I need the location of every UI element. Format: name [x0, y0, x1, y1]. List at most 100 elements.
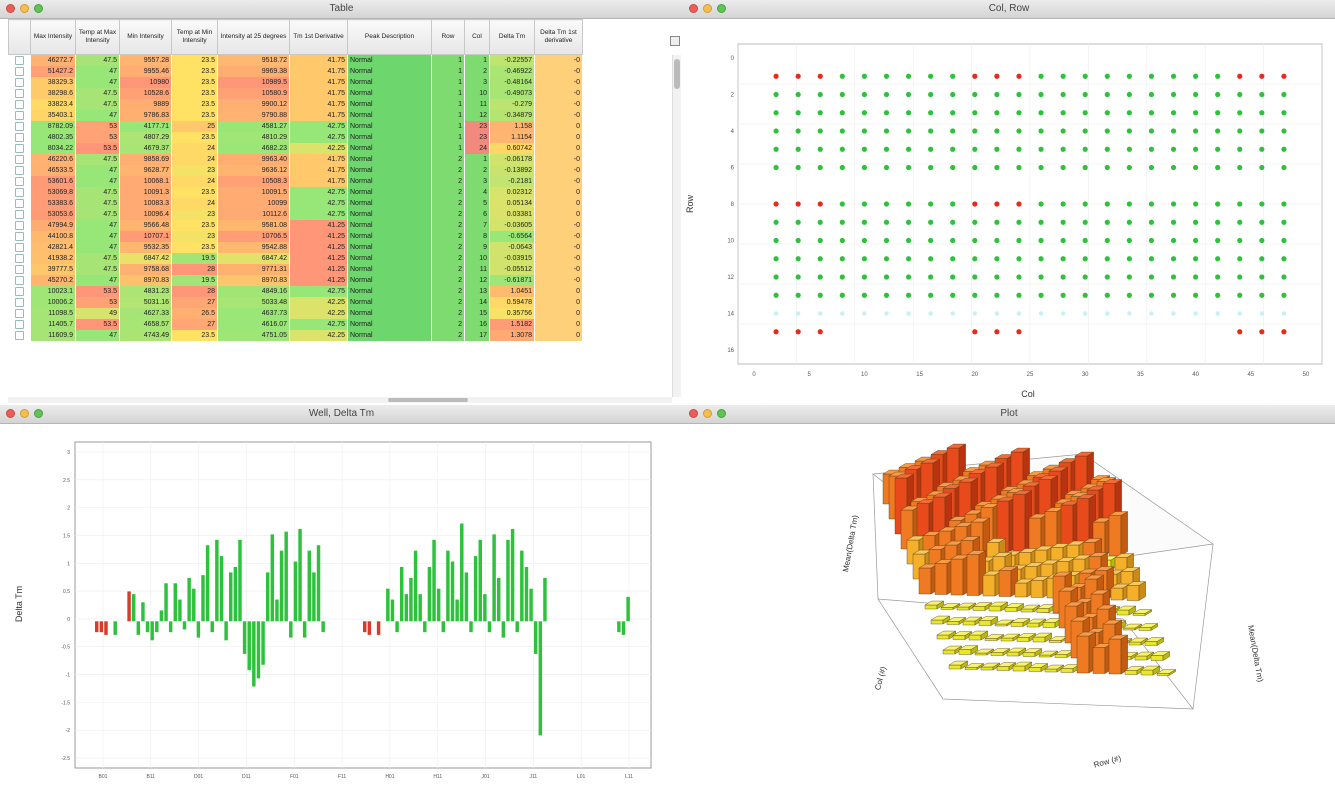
column-header[interactable]: Temp at Min Intensity: [171, 19, 218, 55]
table-cell[interactable]: 9758.68: [119, 264, 172, 275]
table-cell[interactable]: -0.6564: [489, 231, 535, 242]
scatter-chart[interactable]: 0 5 10 15 20 25 30 35 40 45 50 0 2 4 6 8 10 12 14 16 Col Ro…: [683, 19, 1335, 405]
row-select-cell[interactable]: [8, 154, 31, 165]
table-cell[interactable]: 47.5: [75, 253, 120, 264]
table-cell[interactable]: 1.158: [489, 121, 535, 132]
row-checkbox[interactable]: [14, 331, 24, 340]
table-cell[interactable]: 53: [75, 121, 120, 132]
table-cell[interactable]: Normal: [347, 110, 432, 121]
table-cell[interactable]: 2: [431, 275, 465, 286]
minimize-button[interactable]: [20, 409, 29, 418]
table-cell[interactable]: 38329.3: [30, 77, 76, 88]
column-header[interactable]: Intensity at 25 degrees: [217, 19, 290, 55]
table-cell[interactable]: Normal: [347, 209, 432, 220]
table-cell[interactable]: 47: [75, 275, 120, 286]
row-select-cell[interactable]: [8, 242, 31, 253]
table-cell[interactable]: 10706.5: [217, 231, 290, 242]
table-cell[interactable]: Normal: [347, 66, 432, 77]
table-cell[interactable]: 11: [464, 99, 490, 110]
table-cell[interactable]: 23.5: [171, 187, 218, 198]
table-row[interactable]: 53601.6 47 10068.1 24 10508.3 41.75 Normal 2 3 -0…: [8, 176, 583, 187]
table-cell[interactable]: 10091.5: [217, 187, 290, 198]
table-cell[interactable]: 4849.16: [217, 286, 290, 297]
table-cell[interactable]: 0: [534, 187, 583, 198]
table-cell[interactable]: 41.25: [289, 275, 348, 286]
row-select-cell[interactable]: [8, 231, 31, 242]
table-cell[interactable]: 46220.6: [30, 154, 76, 165]
row-checkbox[interactable]: [14, 100, 24, 109]
table-cell[interactable]: 2: [464, 165, 490, 176]
table-cell[interactable]: -0: [534, 110, 583, 121]
minimize-button[interactable]: [703, 409, 712, 418]
table-cell[interactable]: 47.5: [75, 88, 120, 99]
table-cell[interactable]: 9557.28: [119, 54, 172, 66]
table-cell[interactable]: 42.25: [289, 308, 348, 319]
table-cell[interactable]: 5033.48: [217, 297, 290, 308]
table-cell[interactable]: Normal: [347, 286, 432, 297]
scrollbar-thumb[interactable]: [388, 398, 468, 402]
table-cell[interactable]: 0: [534, 297, 583, 308]
table-cell[interactable]: 42.75: [289, 286, 348, 297]
row-checkbox[interactable]: [14, 144, 24, 153]
table-cell[interactable]: 4810.29: [217, 132, 290, 143]
table-cell[interactable]: Normal: [347, 187, 432, 198]
table-cell[interactable]: 1: [431, 110, 465, 121]
table-cell[interactable]: 23.5: [171, 99, 218, 110]
table-row[interactable]: 39777.5 47.5 9758.68 28 9771.31 41.25 Normal 2 1…: [8, 264, 583, 275]
table-cell[interactable]: 41.25: [289, 253, 348, 264]
table-cell[interactable]: 42.75: [289, 187, 348, 198]
zoom-button[interactable]: [717, 409, 726, 418]
table-cell[interactable]: 4807.29: [119, 132, 172, 143]
table-cell[interactable]: 23.5: [171, 54, 218, 66]
row-select-cell[interactable]: [8, 286, 31, 297]
table-cell[interactable]: 3: [464, 176, 490, 187]
table-cell[interactable]: 41.75: [289, 88, 348, 99]
column-options-icon[interactable]: [670, 36, 680, 46]
table-cell[interactable]: 47.5: [75, 99, 120, 110]
table-cell[interactable]: 2: [431, 154, 465, 165]
table-cell[interactable]: Normal: [347, 176, 432, 187]
table-row[interactable]: 8782.09 53 4177.71 25 4581.27 42.75 Normal 1 23 1…: [8, 121, 583, 132]
table-cell[interactable]: 47.5: [75, 54, 120, 66]
table-cell[interactable]: -0: [534, 165, 583, 176]
row-checkbox[interactable]: [14, 111, 24, 120]
table-cell[interactable]: 47.5: [75, 154, 120, 165]
column-header[interactable]: Delta Tm 1st derivative: [534, 19, 583, 55]
table-cell[interactable]: Normal: [347, 220, 432, 231]
table-cell[interactable]: 41.25: [289, 264, 348, 275]
table-cell[interactable]: 1: [431, 54, 465, 66]
table-cell[interactable]: 47: [75, 66, 120, 77]
row-select-cell[interactable]: [8, 253, 31, 264]
table-cell[interactable]: 4658.57: [119, 319, 172, 330]
table-cell[interactable]: 9581.08: [217, 220, 290, 231]
table-cell[interactable]: 24: [171, 198, 218, 209]
table-cell[interactable]: 1.1154: [489, 132, 535, 143]
table-cell[interactable]: 6847.42: [119, 253, 172, 264]
row-select-cell[interactable]: [8, 220, 31, 231]
table-cell[interactable]: 1: [464, 54, 490, 66]
table-cell[interactable]: 42.25: [289, 297, 348, 308]
row-select-cell[interactable]: [8, 88, 31, 99]
table-cell[interactable]: 9900.12: [217, 99, 290, 110]
table-cell[interactable]: 23: [464, 121, 490, 132]
table-cell[interactable]: 13: [464, 286, 490, 297]
table-cell[interactable]: 0: [534, 319, 583, 330]
table-cell[interactable]: 10508.3: [217, 176, 290, 187]
table-cell[interactable]: 3: [464, 77, 490, 88]
table-cell[interactable]: 2: [431, 319, 465, 330]
table-cell[interactable]: 10989.5: [217, 77, 290, 88]
table-cell[interactable]: 1.0451: [489, 286, 535, 297]
close-button[interactable]: [689, 409, 698, 418]
table-row[interactable]: 11405.7 53.5 4658.57 27 4616.07 42.75 Normal 2 1…: [8, 319, 583, 330]
table-row[interactable]: 8034.22 53.5 4679.37 24 4682.23 42.25 Normal 1 2…: [8, 143, 583, 154]
table-cell[interactable]: 1: [431, 121, 465, 132]
table-cell[interactable]: 6847.42: [217, 253, 290, 264]
table-cell[interactable]: 53: [75, 132, 120, 143]
table-cell[interactable]: -0.48164: [489, 77, 535, 88]
table-cell[interactable]: 14: [464, 297, 490, 308]
row-checkbox[interactable]: [14, 78, 24, 87]
table-cell[interactable]: 41.75: [289, 99, 348, 110]
table-cell[interactable]: 11609.9: [30, 330, 76, 341]
table-cell[interactable]: 9628.77: [119, 165, 172, 176]
column-header[interactable]: Delta Tm: [489, 19, 535, 55]
